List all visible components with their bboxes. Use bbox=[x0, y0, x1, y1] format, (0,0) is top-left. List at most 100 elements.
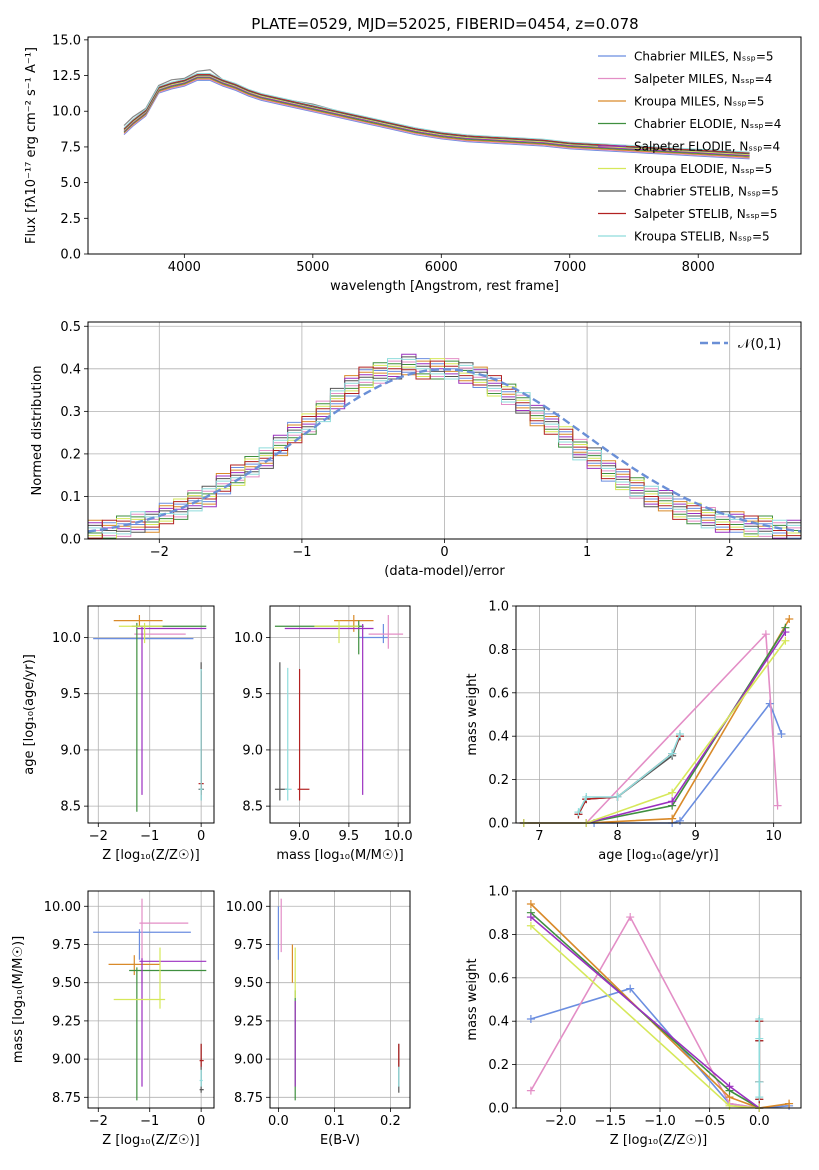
x-tick-label: −1.5 bbox=[595, 1114, 627, 1129]
y-tick-label: 10.0 bbox=[52, 105, 81, 120]
x-tick-label: 0 bbox=[197, 829, 205, 844]
y-tick-label: 8.5 bbox=[60, 800, 81, 815]
axes-frame-5 bbox=[87, 890, 215, 1109]
x-tick-label: −1 bbox=[292, 545, 311, 560]
errorbar-kroupa-elodie bbox=[118, 622, 163, 644]
x-tick-label: 7 bbox=[535, 829, 543, 844]
legend-label: Kroupa STELIB, Nₛₛₚ=5 bbox=[634, 230, 770, 244]
model-spectrum-salpeter-miles bbox=[123, 79, 750, 159]
x-axis-label: wavelength [Angstrom, rest frame] bbox=[330, 279, 559, 294]
x-tick-label: 10.0 bbox=[384, 829, 413, 844]
model-spectrum-chabrier-stelib bbox=[123, 74, 750, 155]
errorbar-salpeter-stelib bbox=[199, 1043, 204, 1067]
data-point-marker bbox=[785, 1099, 794, 1108]
data-point-marker bbox=[755, 1034, 764, 1043]
y-tick-label: 10.0 bbox=[234, 631, 263, 646]
model-spectrum-chabrier-elodie bbox=[123, 77, 750, 157]
y-tick-label: 0.4 bbox=[488, 730, 509, 745]
x-axis-label: age [log₁₀(age/yr)] bbox=[598, 848, 719, 863]
x-tick-label: 8000 bbox=[682, 260, 715, 275]
x-axis-label: E(B-V) bbox=[320, 1133, 360, 1148]
spectrum-title: PLATE=0529, MJD=52025, FIBERID=0454, z=0… bbox=[251, 15, 638, 33]
y-tick-label: 9.50 bbox=[52, 976, 81, 991]
errorbar-salpeter-stelib bbox=[297, 668, 310, 801]
errorbar-kroupa-miles bbox=[108, 955, 160, 976]
x-tick-label: 0.0 bbox=[749, 1114, 770, 1129]
y-tick-label: 9.0 bbox=[242, 743, 263, 758]
axes-6 bbox=[266, 891, 410, 1112]
x-tick-label: 8 bbox=[613, 829, 621, 844]
y-tick-label: 1.0 bbox=[488, 600, 509, 615]
x-tick-label: 0.2 bbox=[380, 1114, 401, 1129]
y-tick-label: 0.8 bbox=[488, 643, 509, 658]
y-tick-label: 0.4 bbox=[60, 362, 81, 377]
y-tick-label: 8.75 bbox=[52, 1091, 81, 1106]
errorbar-kroupa-stelib bbox=[199, 668, 203, 801]
data-point-marker bbox=[574, 808, 583, 817]
x-tick-label: −1.0 bbox=[644, 1114, 676, 1129]
axes-frame-6 bbox=[269, 890, 411, 1109]
axes-frame-3 bbox=[269, 605, 411, 824]
histogram-salpeter-stelib bbox=[88, 360, 801, 539]
x-tick-label: 0.0 bbox=[268, 1114, 289, 1129]
legend-label: Chabrier MILES, Nₛₛₚ=5 bbox=[634, 50, 774, 64]
x-tick-label: 0 bbox=[197, 1114, 205, 1129]
y-tick-label: 9.50 bbox=[234, 976, 263, 991]
x-tick-label: −2 bbox=[89, 1114, 108, 1129]
y-tick-label: 0.4 bbox=[488, 1015, 509, 1030]
y-tick-label: 9.00 bbox=[52, 1053, 81, 1068]
data-point-marker bbox=[526, 913, 535, 922]
legend-label: Kroupa MILES, Nₛₛₚ=5 bbox=[634, 95, 764, 109]
data-point-marker bbox=[668, 814, 677, 823]
x-tick-label: 9 bbox=[691, 829, 699, 844]
x-tick-label: 6000 bbox=[425, 260, 458, 275]
y-tick-label: 9.0 bbox=[60, 743, 81, 758]
x-axis-label: (data-model)/error bbox=[384, 564, 505, 579]
legend-label: Chabrier ELODIE, Nₛₛₚ=4 bbox=[634, 117, 781, 131]
model-spectrum-salpeter-elodie bbox=[123, 76, 750, 156]
data-point-marker bbox=[526, 1015, 535, 1024]
x-tick-label: −2.0 bbox=[545, 1114, 577, 1129]
x-axis-label: mass [log₁₀(M/M☉)] bbox=[276, 848, 403, 863]
x-axis-label: Z [log₁₀(Z/Z☉)] bbox=[102, 848, 199, 863]
errorbar-salpeter-elodie bbox=[136, 626, 207, 795]
model-spectrum-kroupa-elodie bbox=[123, 75, 750, 156]
legend-label: Salpeter ELODIE, Nₛₛₚ=4 bbox=[634, 140, 780, 154]
y-tick-label: 0.2 bbox=[488, 1058, 509, 1073]
data-point-marker bbox=[761, 630, 770, 639]
data-point-marker bbox=[773, 801, 782, 810]
y-tick-label: 12.5 bbox=[52, 69, 81, 84]
y-tick-label: 0.0 bbox=[60, 248, 81, 263]
errorbar-kroupa-stelib bbox=[284, 667, 292, 801]
axes-0 bbox=[84, 39, 699, 258]
y-tick-label: 10.0 bbox=[52, 631, 81, 646]
y-tick-label: 0.6 bbox=[488, 686, 509, 701]
y-tick-label: 0.8 bbox=[488, 928, 509, 943]
y-tick-label: 1.0 bbox=[488, 885, 509, 900]
x-tick-label: 5000 bbox=[296, 260, 329, 275]
data-point-marker bbox=[668, 749, 677, 758]
x-tick-label: 0.1 bbox=[324, 1114, 345, 1129]
errorbar-salpeter-miles bbox=[368, 614, 404, 649]
x-tick-label: −0.5 bbox=[694, 1114, 726, 1129]
x-tick-label: 4000 bbox=[168, 260, 201, 275]
y-tick-label: 0.0 bbox=[488, 1102, 509, 1117]
data-point-marker bbox=[613, 792, 622, 801]
data-point-marker bbox=[626, 984, 635, 993]
x-axis-label: Z [log₁₀(Z/Z☉)] bbox=[610, 1133, 707, 1148]
y-tick-label: 7.5 bbox=[60, 140, 81, 155]
y-axis-label: Flux [fλ10⁻¹⁷ erg cm⁻² s⁻¹ A⁻¹] bbox=[24, 47, 39, 244]
y-tick-label: 8.5 bbox=[242, 800, 263, 815]
y-tick-label: 0.3 bbox=[60, 405, 81, 420]
legend-label: 𝒩(0,1) bbox=[738, 337, 781, 352]
axes-frame-7 bbox=[515, 890, 802, 1109]
y-tick-label: 10.00 bbox=[226, 900, 263, 915]
axes-frame-2 bbox=[87, 605, 215, 824]
axes-frame-0 bbox=[87, 36, 802, 255]
x-tick-label: 7000 bbox=[553, 260, 586, 275]
model-spectrum-kroupa-miles bbox=[123, 78, 750, 158]
data-point-marker bbox=[675, 730, 684, 739]
errorbar-kroupa-miles bbox=[113, 614, 163, 627]
errorbar-salpeter-elodie bbox=[139, 958, 207, 1087]
model-spectrum-kroupa-stelib bbox=[123, 73, 750, 153]
